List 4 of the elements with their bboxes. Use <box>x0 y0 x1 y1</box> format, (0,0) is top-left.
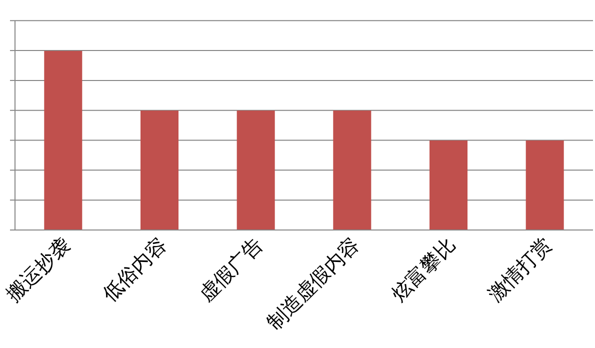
x-tick-label: 炫富攀比 <box>386 232 460 306</box>
x-tick-label: 低俗内容 <box>97 232 172 306</box>
x-tick-label: 搬运抄袭 <box>1 232 75 306</box>
x-tick-label: 激情打赏 <box>482 232 556 306</box>
